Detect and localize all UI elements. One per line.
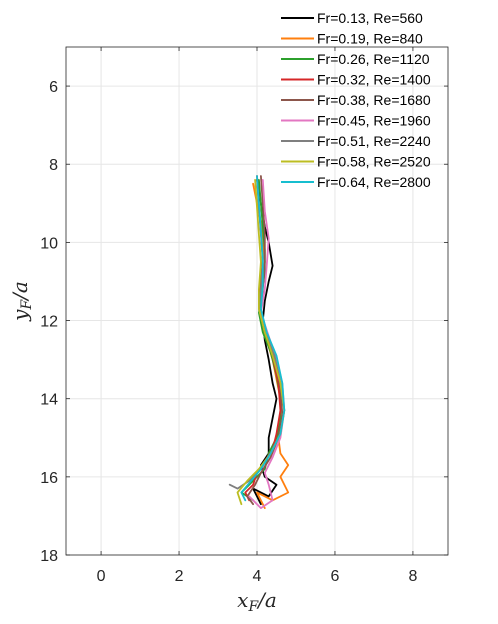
x-tick-label: 4 bbox=[253, 568, 262, 585]
y-tick-label: 12 bbox=[40, 314, 58, 331]
x-tick-label: 2 bbox=[175, 568, 184, 585]
y-tick-label: 16 bbox=[40, 470, 58, 487]
y-tick-label: 8 bbox=[49, 157, 58, 174]
legend-label: Fr=0.45, Re=1960 bbox=[317, 113, 431, 129]
y-tick-label: 10 bbox=[40, 235, 58, 252]
series-line bbox=[252, 178, 278, 506]
legend: Fr=0.13, Re=560 Fr=0.19, Re=840 Fr=0.26, R… bbox=[281, 10, 431, 190]
y-tick-label: 6 bbox=[49, 79, 58, 96]
x-tick-label: 0 bbox=[97, 568, 106, 585]
x-axis-label: xF/a bbox=[237, 588, 277, 615]
y-tick-label: 18 bbox=[40, 548, 58, 565]
x-tick-label: 8 bbox=[408, 568, 417, 585]
series-line bbox=[240, 175, 286, 502]
series-line bbox=[236, 178, 286, 506]
legend-label: Fr=0.32, Re=1400 bbox=[317, 72, 431, 88]
legend-label: Fr=0.58, Re=2520 bbox=[317, 154, 431, 170]
y-tick-label: 14 bbox=[40, 392, 58, 409]
axis-ticks: 0 2 4 6 8 6 8 10 12 14 16 18 bbox=[40, 47, 448, 585]
legend-label: Fr=0.19, Re=840 bbox=[317, 31, 423, 47]
legend-label: Fr=0.51, Re=2240 bbox=[317, 133, 431, 149]
legend-label: Fr=0.64, Re=2800 bbox=[317, 174, 431, 190]
legend-label: Fr=0.13, Re=560 bbox=[317, 10, 423, 26]
y-axis-label: yF/a bbox=[8, 281, 35, 322]
x-tick-label: 6 bbox=[331, 568, 340, 585]
legend-label: Fr=0.26, Re=1120 bbox=[317, 51, 430, 67]
legend-label: Fr=0.38, Re=1680 bbox=[317, 92, 431, 108]
series-layer bbox=[228, 175, 290, 510]
